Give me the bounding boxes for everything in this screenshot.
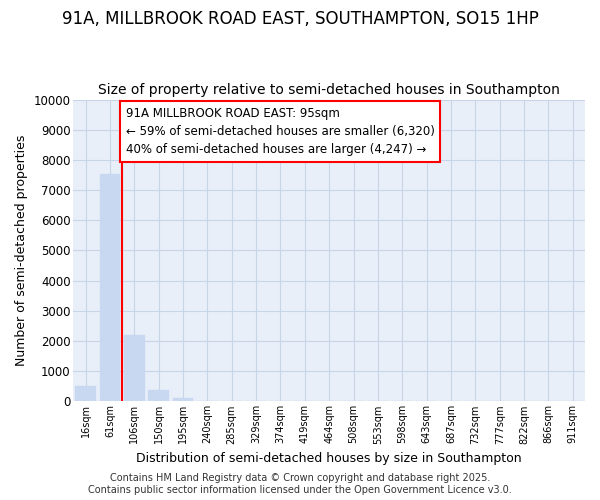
Bar [75, 386, 96, 402]
Text: Contains HM Land Registry data © Crown copyright and database right 2025.
Contai: Contains HM Land Registry data © Crown c… [88, 474, 512, 495]
Bar [124, 335, 145, 402]
Y-axis label: Number of semi-detached properties: Number of semi-detached properties [15, 135, 28, 366]
Bar [173, 398, 193, 402]
Text: 91A MILLBROOK ROAD EAST: 95sqm
← 59% of semi-detached houses are smaller (6,320): 91A MILLBROOK ROAD EAST: 95sqm ← 59% of … [126, 107, 434, 156]
Title: Size of property relative to semi-detached houses in Southampton: Size of property relative to semi-detach… [98, 83, 560, 97]
Bar [148, 390, 169, 402]
X-axis label: Distribution of semi-detached houses by size in Southampton: Distribution of semi-detached houses by … [136, 452, 522, 465]
Bar [100, 174, 120, 402]
Text: 91A, MILLBROOK ROAD EAST, SOUTHAMPTON, SO15 1HP: 91A, MILLBROOK ROAD EAST, SOUTHAMPTON, S… [62, 10, 538, 28]
